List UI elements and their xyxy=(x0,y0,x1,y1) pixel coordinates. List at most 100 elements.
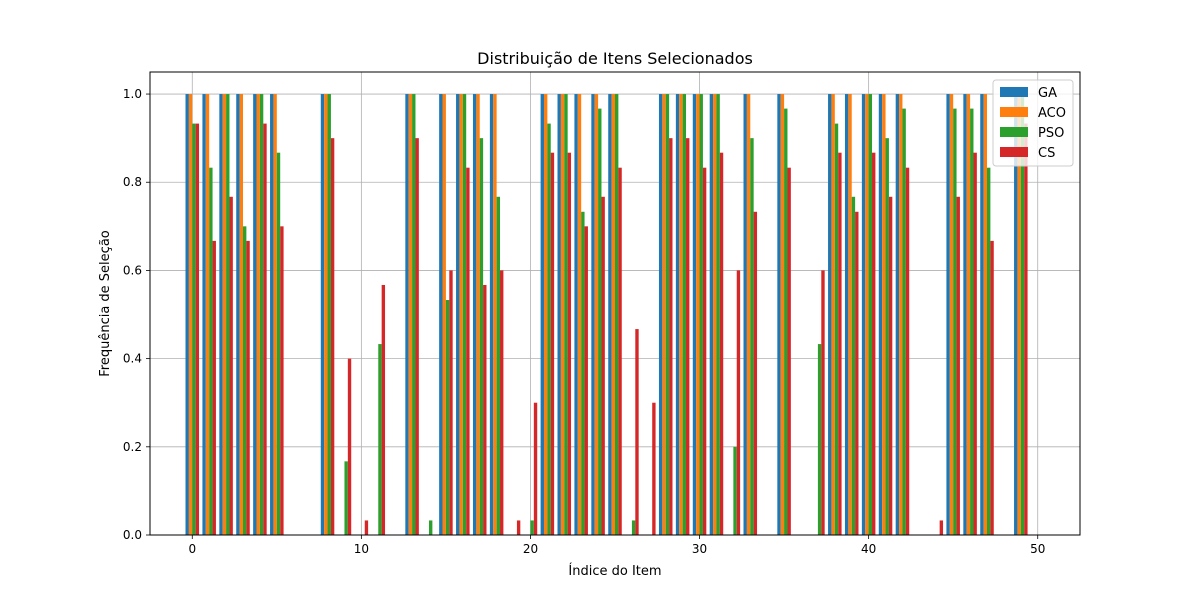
bar-pso xyxy=(631,520,636,535)
bar-aco xyxy=(831,94,835,536)
bar-aco xyxy=(476,94,480,536)
bar-aco xyxy=(222,94,227,536)
bar-ga xyxy=(540,94,544,536)
bar-cs xyxy=(466,167,470,536)
bar-aco xyxy=(611,94,615,536)
bar-cs xyxy=(1024,123,1028,535)
bar-aco xyxy=(256,94,260,536)
y-axis-label: Frequência de Seleção xyxy=(98,230,113,377)
bar-aco xyxy=(577,94,582,536)
bar-cs xyxy=(635,329,639,535)
bar-cs xyxy=(719,152,724,536)
bar-ga xyxy=(709,94,714,536)
bar-pso xyxy=(462,94,467,536)
bar-pso xyxy=(547,123,551,535)
bar-ga xyxy=(219,94,223,536)
bar-aco xyxy=(983,94,987,536)
bar-pso xyxy=(615,94,619,536)
bar-pso xyxy=(327,94,331,536)
y-tick-label: 0.0 xyxy=(123,528,142,542)
bar-pso xyxy=(851,196,856,535)
bar-pso xyxy=(817,344,822,535)
y-tick-label: 0.6 xyxy=(123,263,142,277)
bar-cs xyxy=(246,240,250,535)
bar-pso xyxy=(344,461,348,535)
bar-ga xyxy=(675,94,680,536)
bar-ga xyxy=(185,94,189,536)
bar-pso xyxy=(750,138,754,535)
bar-ga xyxy=(320,94,325,536)
bar-aco xyxy=(188,94,193,536)
bar-cs xyxy=(686,138,690,535)
bar-ga xyxy=(253,94,257,536)
bar-ga xyxy=(861,94,866,536)
legend-label-pso: PSO xyxy=(1038,126,1064,141)
bars xyxy=(185,94,1028,536)
bar-cs xyxy=(872,152,876,536)
bar-cs xyxy=(787,167,791,536)
y-tick-label: 0.8 xyxy=(123,175,142,189)
bar-pso xyxy=(412,94,416,536)
legend-swatch-aco xyxy=(1000,107,1028,117)
bar-pso xyxy=(953,108,957,535)
bar-ga xyxy=(202,94,206,536)
bar-aco xyxy=(848,94,852,536)
bar-cs xyxy=(567,152,572,536)
bar-ga xyxy=(844,94,849,536)
bar-aco xyxy=(1017,94,1021,536)
x-tick-label: 30 xyxy=(692,542,707,556)
bar-pso xyxy=(716,94,720,536)
bar-pso xyxy=(209,167,213,536)
bar-pso xyxy=(987,167,991,536)
axis-ticks: 0 10 20 30 40 50 0.0 0.2 0.4 0.6 0.8 1.0 xyxy=(123,87,1045,556)
bar-cs xyxy=(449,270,453,535)
bar-ga xyxy=(270,94,274,536)
bar-ga xyxy=(980,94,984,536)
bar-aco xyxy=(865,94,869,536)
bar-pso xyxy=(378,344,382,535)
plot-frame xyxy=(149,71,1081,536)
bar-pso xyxy=(665,94,670,536)
legend-swatch-ga xyxy=(1000,87,1028,97)
bar-cs xyxy=(905,167,910,536)
bar-ga xyxy=(439,94,443,536)
bar-cs xyxy=(415,138,419,535)
legend-swatch-cs xyxy=(1000,147,1028,157)
bar-cs xyxy=(280,226,284,536)
bar-pso xyxy=(496,196,501,535)
x-tick-label: 20 xyxy=(523,542,538,556)
bar-ga xyxy=(895,94,900,536)
bar-pso xyxy=(564,94,568,536)
bar-ga xyxy=(489,94,494,536)
bar-cs xyxy=(212,240,216,535)
bar-cs xyxy=(973,152,977,536)
bar-ga xyxy=(557,94,561,536)
bar-ga xyxy=(777,94,781,536)
bar-pso xyxy=(970,108,974,535)
bar-cs xyxy=(330,138,335,535)
bar-aco xyxy=(679,94,683,536)
bar-aco xyxy=(442,94,446,536)
legend-label-cs: CS xyxy=(1038,146,1055,161)
bar-ga xyxy=(828,94,832,536)
bar-pso xyxy=(259,94,264,536)
bar-pso xyxy=(581,211,585,535)
bar-pso xyxy=(784,108,788,535)
bar-cs xyxy=(888,196,893,535)
bar-cs xyxy=(500,270,504,535)
bar-aco xyxy=(966,94,971,536)
bar-cs xyxy=(483,284,487,535)
bar-ga xyxy=(236,94,240,536)
bar-cs xyxy=(753,211,758,535)
bar-pso xyxy=(1020,94,1025,536)
bar-ga xyxy=(878,94,883,536)
bar-cs xyxy=(821,270,825,535)
legend-box xyxy=(992,79,1074,167)
bar-pso xyxy=(682,94,687,536)
bar-ga xyxy=(456,94,460,536)
bar-aco xyxy=(662,94,666,536)
bar-pso xyxy=(868,94,873,536)
bar-aco xyxy=(882,94,886,536)
bar-cs xyxy=(550,152,555,536)
